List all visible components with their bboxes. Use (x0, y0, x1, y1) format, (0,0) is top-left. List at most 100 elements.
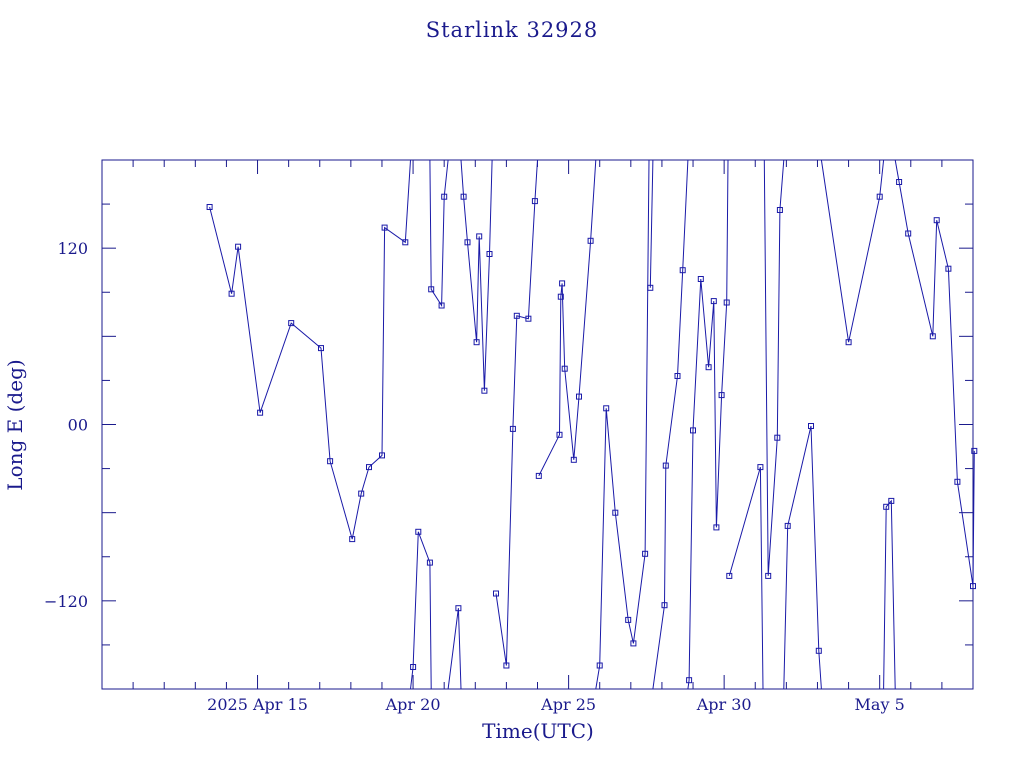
series-line (652, 159, 689, 690)
data-point (327, 458, 334, 465)
series-line (447, 608, 462, 690)
data-point (612, 509, 619, 516)
data-point (954, 478, 961, 485)
data-point (358, 490, 365, 497)
data-point (481, 387, 488, 394)
data-point (705, 364, 712, 371)
data-point (476, 233, 483, 240)
data-point (379, 452, 385, 459)
data-point (206, 204, 213, 210)
data-point (603, 405, 610, 412)
data-point (933, 217, 940, 224)
series-line (495, 159, 538, 666)
data-point (625, 616, 632, 623)
data-point (441, 193, 448, 200)
data-point (438, 302, 445, 309)
series-line (460, 159, 493, 391)
x-axis-title: Time(UTC) (482, 719, 594, 743)
data-point (402, 239, 409, 246)
data-point (971, 447, 978, 454)
data-point (428, 286, 435, 293)
data-point (710, 298, 717, 305)
y-tick-label: 00 (68, 416, 88, 435)
data-point (415, 528, 422, 535)
data-point (642, 550, 649, 557)
data-point (557, 293, 564, 300)
series-line (763, 159, 785, 576)
data-point (366, 464, 372, 471)
series-line (410, 531, 432, 690)
series-group (206, 159, 978, 690)
series-line (894, 159, 975, 587)
series-line (649, 159, 654, 288)
data-point (486, 251, 493, 257)
data-point (503, 662, 510, 669)
data-point (815, 647, 822, 654)
data-point (690, 427, 696, 434)
x-tick-label: May 5 (855, 695, 905, 714)
data-point (570, 456, 577, 463)
data-point (288, 320, 295, 327)
series-line (429, 159, 449, 308)
series-line (783, 425, 822, 690)
data-point (905, 230, 912, 237)
data-point (596, 662, 603, 669)
data-point (808, 423, 814, 429)
series-line (209, 159, 411, 540)
data-point (686, 677, 693, 684)
data-point (561, 365, 568, 372)
data-point (228, 290, 235, 297)
data-point (349, 536, 356, 543)
data-point (525, 315, 532, 322)
data-point (257, 409, 264, 416)
data-point (531, 198, 538, 205)
series-line (687, 159, 729, 690)
data-point (662, 462, 669, 469)
data-point (726, 572, 733, 579)
series-line (820, 159, 885, 343)
data-point (679, 267, 686, 274)
series-line (728, 466, 764, 690)
data-point (723, 299, 730, 306)
data-point (587, 237, 594, 244)
data-point (556, 431, 563, 438)
data-point (576, 393, 582, 400)
chart-title: Starlink 32928 (426, 18, 599, 42)
data-point (509, 425, 516, 432)
data-point (426, 559, 433, 566)
data-point (774, 434, 781, 441)
data-point (945, 265, 952, 272)
data-point (630, 640, 637, 647)
data-point (460, 193, 467, 200)
x-tick-label: Apr 20 (385, 695, 441, 714)
y-tick-label: −120 (44, 592, 88, 611)
data-point (661, 602, 668, 609)
x-tick-label: Apr 30 (696, 695, 752, 714)
data-point (464, 239, 471, 246)
data-point (235, 243, 242, 250)
y-tick-label: 120 (57, 239, 88, 258)
series-line (538, 159, 597, 477)
data-point (381, 224, 388, 231)
data-point (896, 179, 903, 185)
data-point (513, 312, 520, 319)
axis-ticks: 120 00 −120 2025 Apr 15 Apr 20 Apr 25 Apr 30 Ma… (44, 160, 973, 714)
data-point (647, 284, 654, 291)
data-point (784, 522, 791, 529)
series-line (595, 159, 650, 690)
data-point (776, 207, 783, 213)
data-point (410, 664, 417, 670)
data-point (473, 339, 480, 346)
y-axis-title: Long E (deg) (3, 359, 27, 490)
data-point (929, 333, 936, 340)
data-point (455, 605, 462, 612)
data-point (757, 464, 764, 471)
series-line (883, 499, 896, 690)
data-point (883, 503, 890, 510)
data-point (713, 524, 720, 531)
data-point (876, 193, 883, 200)
data-point (318, 345, 324, 352)
data-point (697, 276, 704, 282)
x-tick-label: Apr 25 (540, 695, 596, 714)
